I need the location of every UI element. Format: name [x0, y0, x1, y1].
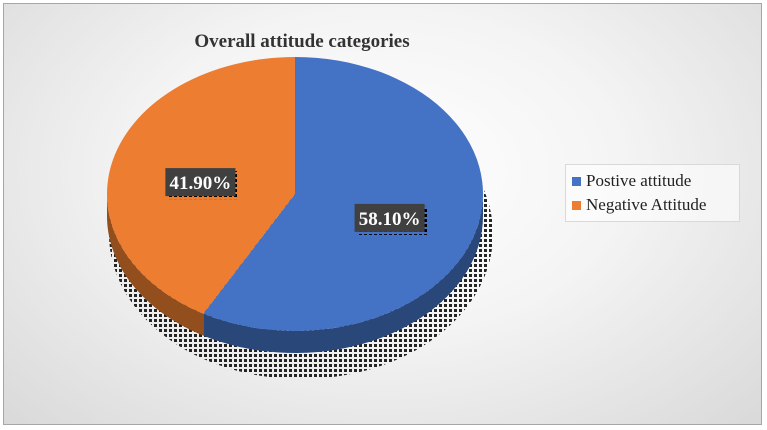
chart-area: Overall attitude categories 58.10% 41.90%…	[3, 3, 762, 425]
legend-swatch-negative	[572, 200, 581, 210]
data-label-positive: 58.10%	[354, 203, 428, 235]
svg-text:58.10%: 58.10%	[359, 209, 421, 230]
legend-item-positive: Postive attitude	[572, 169, 739, 193]
legend-swatch-positive	[572, 176, 581, 186]
legend-label-negative: Negative Attitude	[586, 195, 707, 214]
pie-slice-positive	[203, 57, 483, 332]
legend-label-positive: Postive attitude	[586, 171, 692, 190]
legend: Postive attitude Negative Attitude	[565, 164, 740, 222]
pie-side-negative	[107, 194, 204, 336]
chart-title: Overall attitude categories	[194, 31, 410, 52]
svg-text:41.90%: 41.90%	[170, 173, 232, 194]
pie-side-positive	[203, 194, 483, 353]
legend-item-negative: Negative Attitude	[572, 193, 739, 217]
data-label-negative: 41.90%	[165, 168, 239, 200]
pie-chart: 58.10% 41.90%	[106, 57, 493, 379]
